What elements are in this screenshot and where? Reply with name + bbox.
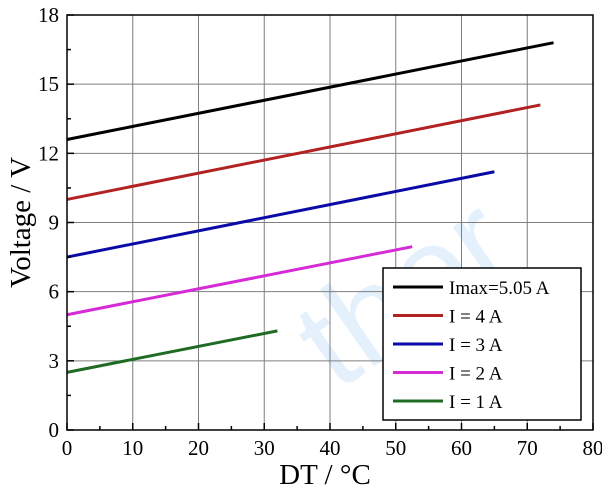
grid (67, 15, 593, 430)
series-line-3 (66, 170, 495, 259)
tick-labels: 0 10 20 30 40 50 60 70 80 0 3 6 9 12 15 18 (38, 3, 602, 460)
y-tick-label: 18 (38, 3, 59, 27)
series-line-4 (66, 245, 413, 317)
x-axis-label: DT / °C (279, 459, 371, 491)
legend-label: I = 1 A (449, 392, 503, 413)
axis-ticks (66, 14, 594, 431)
y-tick-label: 15 (38, 72, 59, 96)
series-line-5 (66, 329, 278, 374)
series-layer (66, 41, 554, 374)
x-tick-label: 0 (62, 436, 73, 460)
series-line-2 (66, 103, 541, 201)
y-axis-label: Voltage / V (5, 157, 37, 288)
series-line-1 (66, 41, 554, 141)
legend: Imax=5.05 A I = 4 A I = 3 A I = 2 A I = 1 A (382, 267, 582, 421)
x-tick-label: 40 (320, 436, 341, 460)
legend-label: Imax=5.05 A (449, 278, 550, 299)
x-tick-label: 50 (385, 436, 406, 460)
legend-label: I = 3 A (449, 335, 503, 356)
x-tick-label: 70 (517, 436, 538, 460)
y-tick-label: 12 (38, 141, 59, 165)
y-tick-label: 6 (49, 280, 60, 304)
x-tick-label: 10 (122, 436, 143, 460)
y-tick-label: 3 (49, 349, 60, 373)
y-tick-label: 0 (49, 418, 60, 442)
x-tick-label: 20 (188, 436, 209, 460)
x-tick-label: 80 (583, 436, 602, 460)
x-tick-label: 60 (451, 436, 472, 460)
x-tick-label: 30 (254, 436, 275, 460)
legend-label: I = 2 A (449, 364, 503, 385)
y-tick-label: 9 (49, 211, 60, 235)
legend-label: I = 4 A (449, 307, 503, 328)
